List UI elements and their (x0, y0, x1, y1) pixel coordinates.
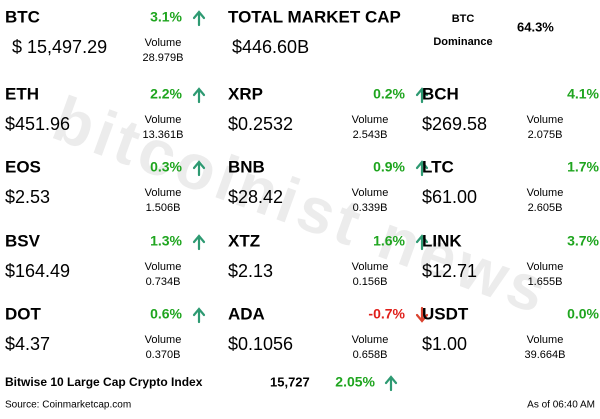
coin-symbol: LINK (422, 231, 462, 250)
coin-change: 0.6% (150, 306, 182, 322)
dominance-value: 64.3% (517, 19, 554, 34)
coin-change: 4.1% (567, 86, 599, 102)
volume-label: Volume (527, 261, 564, 273)
coin-price: $0.1056 (228, 334, 293, 354)
coin-price: $451.96 (5, 114, 70, 134)
volume-label: Volume (352, 114, 389, 126)
coin-change: 3.1% (150, 9, 182, 25)
volume-label: Volume (145, 261, 182, 273)
coin-price: $269.58 (422, 114, 487, 134)
trend-arrow (384, 375, 398, 392)
coin-change: 1.7% (567, 159, 599, 175)
trend-arrow (415, 306, 429, 323)
volume-label: Volume (527, 114, 564, 126)
volume-label: Volume (352, 187, 389, 199)
volume-value: 1.506B (146, 202, 181, 214)
volume-value: 13.361B (143, 129, 184, 141)
volume-value: 2.075B (528, 129, 563, 141)
coin-symbol: EOS (5, 157, 41, 176)
coin-price: $0.2532 (228, 114, 293, 134)
coin-symbol: BSV (5, 231, 41, 250)
coin-change: -0.7% (368, 306, 405, 322)
index-name: Bitwise 10 Large Cap Crypto Index (5, 375, 203, 389)
coin-change: 3.7% (567, 233, 599, 249)
trend-arrow (415, 234, 429, 251)
coin-symbol: BCH (422, 84, 459, 103)
volume-label: Volume (527, 187, 564, 199)
coin-change: 1.6% (373, 233, 405, 249)
volume-value: 0.156B (353, 276, 388, 288)
volume-label: Volume (145, 37, 182, 49)
trend-arrow (415, 87, 429, 104)
coin-price: $2.13 (228, 261, 273, 281)
volume-value: 0.370B (146, 349, 181, 361)
coin-price: $28.42 (228, 187, 283, 207)
coin-price: $4.37 (5, 334, 50, 354)
volume-value: 28.979B (143, 52, 184, 64)
trend-arrow (192, 234, 206, 251)
coin-price: $ 15,497.29 (12, 37, 107, 57)
volume-value: 0.734B (146, 276, 181, 288)
coin-price: $61.00 (422, 187, 477, 207)
volume-label: Volume (527, 334, 564, 346)
coin-price: $164.49 (5, 261, 70, 281)
coin-change: 0.3% (150, 159, 182, 175)
volume-value: 2.543B (353, 129, 388, 141)
volume-label: Volume (352, 261, 389, 273)
trend-arrow (415, 160, 429, 177)
dominance-label: BTC (452, 13, 475, 25)
coin-price: $1.00 (422, 334, 467, 354)
index-change: 2.05% (335, 374, 375, 390)
coin-symbol: DOT (5, 304, 42, 323)
coin-symbol: BNB (228, 157, 265, 176)
volume-value: 0.658B (353, 349, 388, 361)
trend-arrow (192, 307, 206, 324)
trend-arrow (192, 10, 206, 27)
volume-label: Volume (145, 187, 182, 199)
coin-symbol: XTZ (228, 231, 260, 250)
coin-symbol: ADA (228, 304, 265, 323)
coin-change: 1.3% (150, 233, 182, 249)
coin-change: 0.9% (373, 159, 405, 175)
coin-change: 2.2% (150, 86, 182, 102)
volume-value: 39.664B (525, 349, 566, 361)
volume-value: 0.339B (353, 202, 388, 214)
coin-price: $2.53 (5, 187, 50, 207)
dominance-label: Dominance (433, 36, 492, 48)
coin-change: 0.2% (373, 86, 405, 102)
timestamp: As of 06:40 AM (527, 400, 595, 411)
volume-value: 2.605B (528, 202, 563, 214)
coin-symbol: XRP (228, 84, 263, 103)
coin-symbol: ETH (5, 84, 39, 103)
trend-arrow (192, 87, 206, 104)
trend-arrow (192, 160, 206, 177)
market-cap-label: TOTAL MARKET CAP (228, 7, 401, 26)
coin-symbol: LTC (422, 157, 454, 176)
coin-symbol: BTC (5, 7, 40, 26)
source: Source: Coinmarketcap.com (5, 400, 131, 411)
coin-price: $12.71 (422, 261, 477, 281)
market-cap-value: $446.60B (232, 37, 309, 57)
volume-label: Volume (352, 334, 389, 346)
volume-label: Volume (145, 334, 182, 346)
volume-label: Volume (145, 114, 182, 126)
index-value: 15,727 (270, 374, 310, 389)
coin-symbol: USDT (422, 304, 469, 323)
volume-value: 1.655B (528, 276, 563, 288)
coin-change: 0.0% (567, 306, 599, 322)
